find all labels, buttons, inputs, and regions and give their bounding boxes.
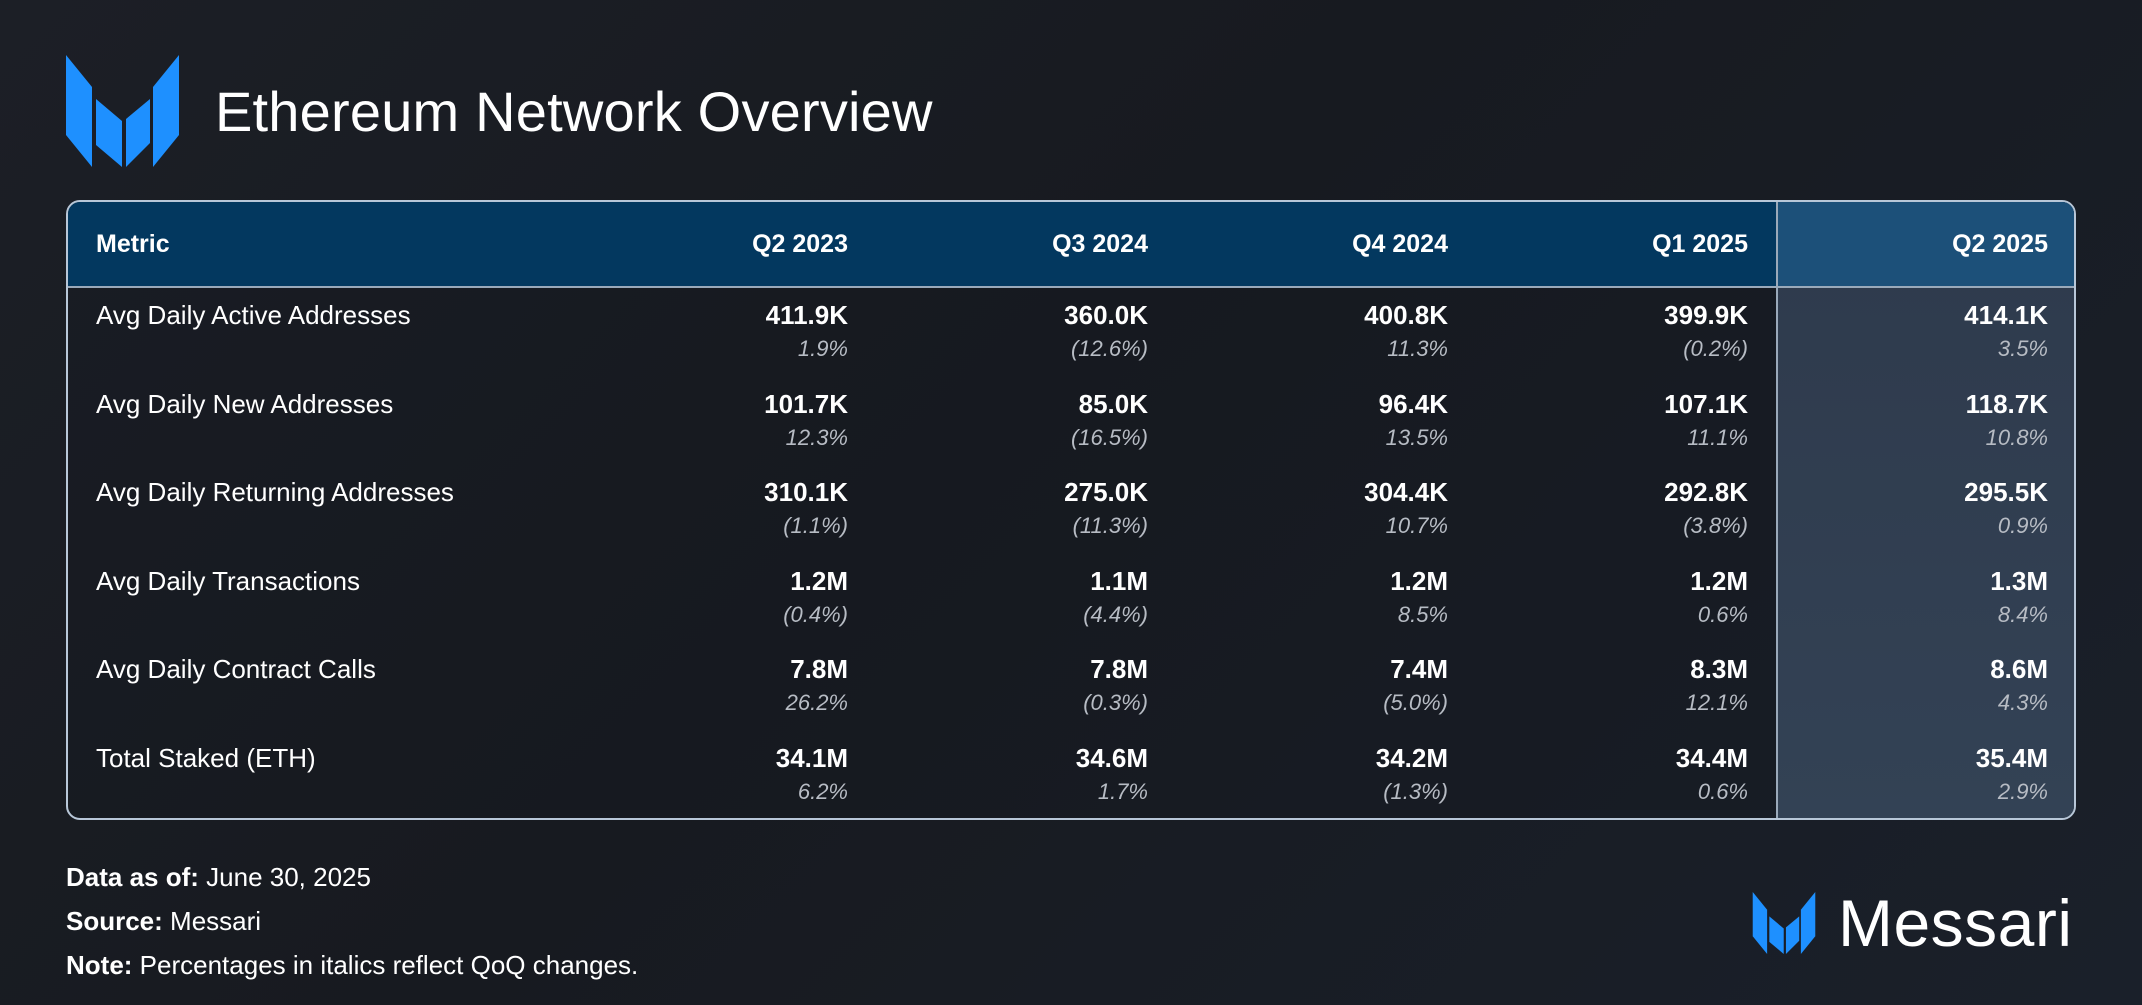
cell-value: 411.9K bbox=[765, 300, 848, 330]
messari-logo-icon bbox=[66, 55, 179, 167]
table-row: Total Staked (ETH) 34.1M 6.2% 34.6M 1.7% 34.2… bbox=[68, 731, 2074, 819]
cell-change: 13.5% bbox=[1385, 424, 1448, 450]
cell-value: 8.3M bbox=[1690, 654, 1748, 684]
cell-change: (5.0%) bbox=[1383, 690, 1448, 715]
row-metric-label: Avg Daily Contract Calls bbox=[96, 654, 376, 684]
cell-value: 399.9K bbox=[1664, 300, 1748, 330]
data-date-value: June 30, 2025 bbox=[206, 862, 371, 892]
table-row: Avg Daily Contract Calls 7.8M 26.2% 7.8M (0.… bbox=[68, 642, 2074, 730]
cell-value: 310.1K bbox=[764, 477, 848, 507]
cell-change: (12.6%) bbox=[1070, 336, 1148, 361]
cell-value: 85.0K bbox=[1078, 388, 1148, 419]
table-header-row bbox=[68, 202, 2074, 288]
cell-change: (1.3%) bbox=[1383, 778, 1448, 804]
cell-change: 1.7% bbox=[1097, 778, 1148, 804]
column-header-0: Q2 2023 bbox=[752, 230, 848, 258]
data-date-label: Data as of: bbox=[66, 862, 199, 892]
highlight-column bbox=[1776, 202, 2074, 818]
cell-change: 6.2% bbox=[797, 778, 848, 804]
table-row: Avg Daily New Addresses 101.7K 12.3% 85.0K (… bbox=[68, 377, 2074, 465]
cell-value: 292.8K bbox=[1664, 477, 1748, 507]
cell-change: (16.5%) bbox=[1070, 424, 1148, 450]
cell-value: 1.1M bbox=[1090, 565, 1148, 596]
cell-change: (11.3%) bbox=[1072, 513, 1148, 538]
cell-change: 0.6% bbox=[1697, 778, 1748, 804]
cell-value: 400.8K bbox=[1364, 300, 1448, 330]
cell-change: (1.1%) bbox=[783, 513, 848, 538]
cell-change: 11.3% bbox=[1387, 336, 1448, 361]
cell-value: 1.3M bbox=[1990, 565, 2048, 596]
cell-value: 118.7K bbox=[1965, 388, 2048, 419]
cell-change: 2.9% bbox=[1997, 778, 2048, 804]
cell-change: 26.2% bbox=[785, 690, 848, 715]
cell-value: 96.4K bbox=[1378, 388, 1448, 419]
cell-value: 101.7K bbox=[764, 388, 848, 419]
page-title: Ethereum Network Overview bbox=[215, 79, 933, 143]
data-date-line: Data as of: June 30, 2025 bbox=[66, 855, 638, 899]
cell-value: 414.1K bbox=[1964, 300, 2048, 330]
cell-change: 4.3% bbox=[1997, 690, 2048, 715]
note-value: Percentages in italics reflect QoQ chang… bbox=[139, 950, 639, 980]
cell-change: 8.5% bbox=[1397, 601, 1448, 627]
cell-value: 35.4M bbox=[1975, 742, 2048, 773]
cell-change: (3.8%) bbox=[1683, 513, 1748, 538]
brand-name: Messari bbox=[1838, 886, 2073, 960]
cell-value: 1.2M bbox=[1690, 565, 1748, 596]
cell-value: 34.2M bbox=[1375, 742, 1448, 773]
table-row: Avg Daily Returning Addresses 310.1K (1.1%… bbox=[68, 465, 2074, 553]
footer-notes: Data as of: June 30, 2025 Source: Messar… bbox=[66, 855, 638, 987]
source-label: Source: bbox=[66, 906, 163, 936]
row-metric-label: Avg Daily Transactions bbox=[96, 565, 360, 596]
table-row: Avg Daily Transactions 1.2M (0.4%) 1.1M (4.4… bbox=[68, 554, 2074, 642]
metrics-table: Avg Daily Active Addresses 411.9K 1.9% 360.… bbox=[66, 200, 2076, 820]
cell-change: 0.6% bbox=[1697, 601, 1748, 627]
cell-change: (0.3%) bbox=[1083, 690, 1148, 715]
cell-value: 7.8M bbox=[1090, 654, 1148, 684]
cell-value: 1.2M bbox=[790, 565, 848, 596]
source-value: Messari bbox=[170, 906, 262, 936]
cell-value: 7.4M bbox=[1390, 654, 1448, 684]
cell-change: 10.7% bbox=[1385, 513, 1448, 538]
table-header-highlight bbox=[1776, 202, 2074, 286]
column-header-metric: Metric bbox=[96, 230, 170, 258]
cell-change: 10.8% bbox=[1985, 424, 2048, 450]
row-metric-label: Avg Daily Returning Addresses bbox=[96, 477, 454, 507]
cell-change: 11.1% bbox=[1687, 424, 1748, 450]
cell-change: 0.9% bbox=[1997, 513, 2048, 538]
brand-logo: Messari bbox=[1752, 885, 2073, 961]
cell-value: 1.2M bbox=[1390, 565, 1448, 596]
cell-value: 7.8M bbox=[790, 654, 848, 684]
cell-value: 34.6M bbox=[1075, 742, 1148, 773]
cell-change: 8.4% bbox=[1997, 601, 2048, 627]
cell-change: 12.3% bbox=[785, 424, 848, 450]
cell-value: 8.6M bbox=[1990, 654, 2048, 684]
cell-value: 34.4M bbox=[1675, 742, 1748, 773]
row-metric-label: Total Staked (ETH) bbox=[96, 742, 316, 773]
messari-logo-icon bbox=[1752, 892, 1816, 954]
page-header: Ethereum Network Overview bbox=[66, 55, 933, 167]
cell-value: 295.5K bbox=[1964, 477, 2048, 507]
cell-value: 107.1K bbox=[1664, 388, 1748, 419]
cell-change: 1.9% bbox=[797, 336, 848, 361]
cell-value: 34.1M bbox=[775, 742, 848, 773]
cell-value: 304.4K bbox=[1364, 477, 1448, 507]
cell-change: (0.2%) bbox=[1683, 336, 1748, 361]
row-metric-label: Avg Daily Active Addresses bbox=[96, 300, 411, 330]
column-header-3: Q1 2025 bbox=[1652, 230, 1748, 258]
column-header-1: Q3 2024 bbox=[1052, 230, 1148, 258]
cell-change: 3.5% bbox=[1997, 336, 2048, 361]
row-metric-label: Avg Daily New Addresses bbox=[96, 388, 394, 419]
cell-value: 275.0K bbox=[1064, 477, 1148, 507]
column-header-2: Q4 2024 bbox=[1352, 230, 1448, 258]
source-line: Source: Messari bbox=[66, 899, 638, 943]
table-row: Avg Daily Active Addresses 411.9K 1.9% 360.… bbox=[68, 288, 2074, 376]
column-header-4: Q2 2025 bbox=[1952, 230, 2048, 258]
cell-value: 360.0K bbox=[1064, 300, 1148, 330]
cell-change: (4.4%) bbox=[1083, 601, 1148, 627]
column-divider bbox=[1776, 202, 1778, 818]
note-label: Note: bbox=[66, 950, 133, 980]
note-line: Note: Percentages in italics reflect QoQ… bbox=[66, 943, 638, 987]
cell-change: (0.4%) bbox=[783, 601, 848, 627]
cell-change: 12.1% bbox=[1685, 690, 1748, 715]
